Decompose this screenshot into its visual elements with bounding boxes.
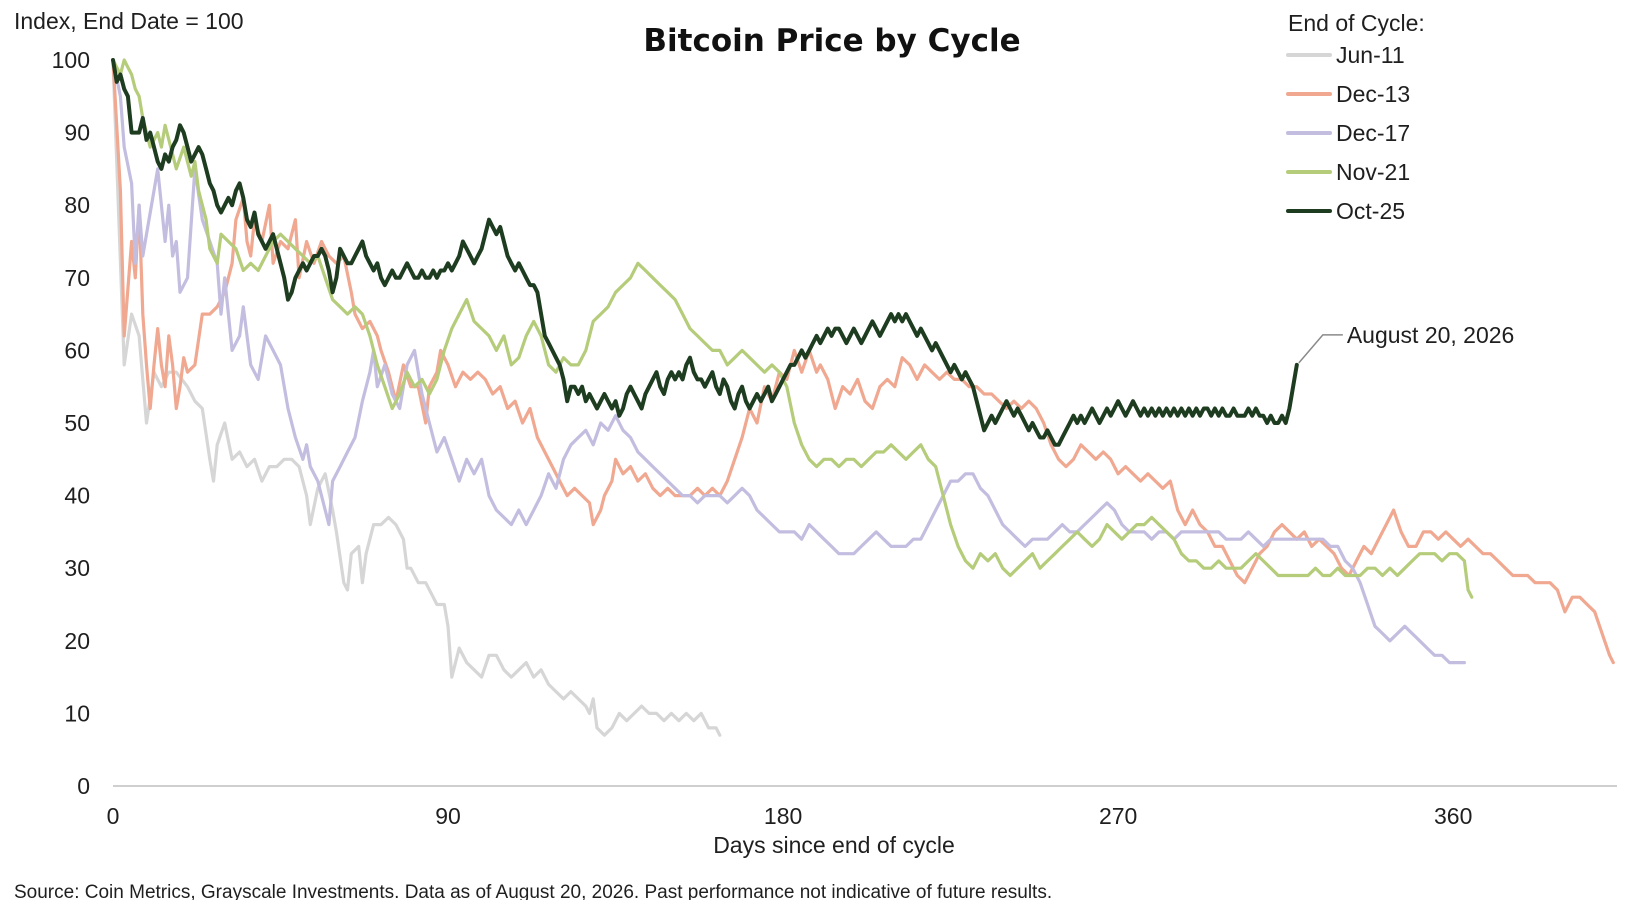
series-line-dec-17 — [111, 58, 1466, 665]
series-line-nov-21 — [111, 58, 1474, 599]
x-tick-labels: 0 90 180 270 360 — [107, 803, 1473, 829]
legend-label-oct-25: Oct-25 — [1336, 198, 1405, 224]
x-tick-label: 360 — [1434, 803, 1472, 829]
y-axis-label: Index, End Date = 100 — [14, 8, 244, 34]
y-tick-label: 10 — [64, 700, 90, 726]
chart-title: Bitcoin Price by Cycle — [643, 23, 1020, 59]
legend-label-dec-13: Dec-13 — [1336, 81, 1410, 107]
series-layer — [111, 58, 1615, 737]
legend-label-dec-17: Dec-17 — [1336, 120, 1410, 146]
y-tick-label: 40 — [64, 483, 90, 509]
y-tick-label: 70 — [64, 265, 90, 291]
annotation-leader-line — [1298, 334, 1343, 364]
annotation: August 20, 2026 — [1298, 322, 1515, 364]
y-tick-label: 80 — [64, 192, 90, 218]
y-tick-label: 90 — [64, 120, 90, 146]
y-tick-label: 0 — [77, 773, 90, 799]
y-tick-labels: 0 10 20 30 40 50 60 70 80 90 100 — [52, 47, 90, 799]
x-tick-label: 270 — [1099, 803, 1137, 829]
legend: End of Cycle: Jun-11 Dec-13 Dec-17 Nov-21 Oc… — [1286, 10, 1425, 224]
y-tick-label: 30 — [64, 555, 90, 581]
x-axis-label: Days since end of cycle — [713, 832, 955, 858]
x-tick-label: 180 — [764, 803, 802, 829]
y-tick-label: 100 — [52, 47, 90, 73]
y-tick-label: 60 — [64, 337, 90, 363]
series-line-oct-25 — [111, 58, 1299, 447]
annotation-label: August 20, 2026 — [1347, 322, 1515, 348]
series-line-jun-11 — [111, 58, 722, 737]
x-tick-label: 90 — [435, 803, 461, 829]
legend-label-jun-11: Jun-11 — [1336, 42, 1405, 68]
legend-title: End of Cycle: — [1288, 10, 1425, 36]
series-line-dec-13 — [111, 58, 1615, 665]
legend-label-nov-21: Nov-21 — [1336, 159, 1410, 185]
y-tick-label: 20 — [64, 628, 90, 654]
source-note: Source: Coin Metrics, Grayscale Investme… — [14, 882, 1052, 900]
y-tick-label: 50 — [64, 410, 90, 436]
x-tick-label: 0 — [107, 803, 120, 829]
